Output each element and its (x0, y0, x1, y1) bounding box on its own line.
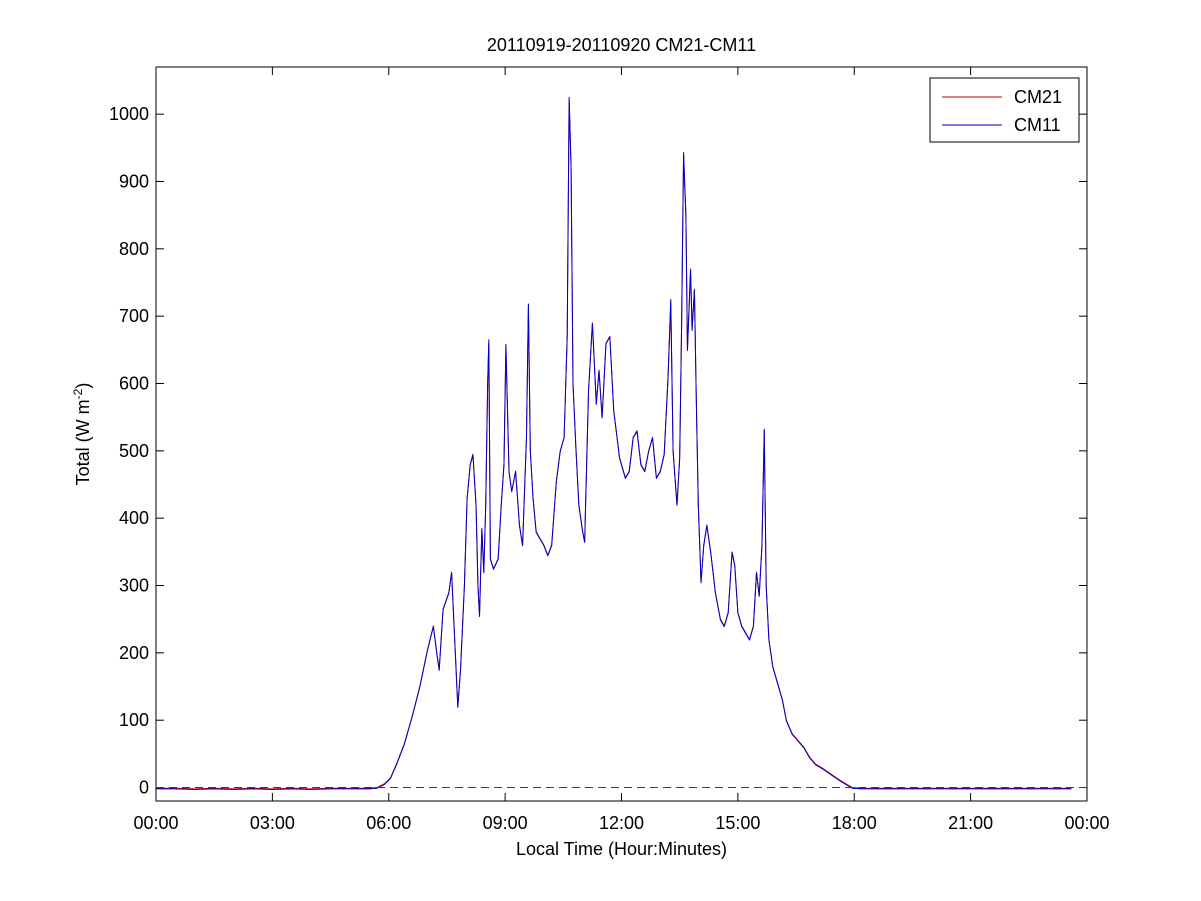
y-axis-label-superscript: -2 (71, 388, 85, 399)
y-tick-label: 600 (119, 373, 149, 393)
y-tick-label: 100 (119, 710, 149, 730)
legend: CM21 CM11 (929, 77, 1080, 143)
y-axis-label-base: Total (W m (73, 399, 93, 485)
y-tick-label: 400 (119, 508, 149, 528)
x-tick-label: 03:00 (250, 813, 295, 833)
x-tick-label: 18:00 (832, 813, 877, 833)
y-tick-label: 700 (119, 306, 149, 326)
x-tick-label: 21:00 (948, 813, 993, 833)
y-axis-label-close: ) (73, 383, 93, 389)
series-lines (156, 96, 1072, 791)
y-tick-label: 300 (119, 576, 149, 596)
x-tick-label: 12:00 (599, 813, 644, 833)
chart-title: 20110919-20110920 CM21-CM11 (487, 35, 756, 55)
x-tick-label: 00:00 (1064, 813, 1109, 833)
x-tick-label: 00:00 (133, 813, 178, 833)
y-tick-label: 0 (139, 778, 149, 798)
y-tick-label: 500 (119, 441, 149, 461)
y-tick-label: 200 (119, 643, 149, 663)
legend-label-cm21: CM21 (1014, 87, 1062, 107)
x-tick-label: 15:00 (715, 813, 760, 833)
y-tick-label: 900 (119, 171, 149, 191)
plot-frame (155, 66, 1088, 802)
series-line-cm11 (156, 96, 1072, 791)
y-axis-label: Total (W m-2) (71, 383, 93, 486)
x-axis-label: Local Time (Hour:Minutes) (516, 839, 727, 859)
legend-label-cm11: CM11 (1014, 115, 1061, 135)
x-tick-label: 06:00 (366, 813, 411, 833)
y-axis-ticks: 0 100 200 300 400 500 600 700 800 900 1000 (109, 104, 1087, 798)
x-tick-label: 09:00 (483, 813, 528, 833)
y-tick-label: 800 (119, 239, 149, 259)
plot-area (156, 67, 1087, 801)
x-axis-ticks: 00:00 03:00 06:00 09:00 12:00 15:00 18:00 21:00… (133, 67, 1110, 833)
legend-box (929, 77, 1080, 143)
y-tick-label: 1000 (109, 104, 149, 124)
